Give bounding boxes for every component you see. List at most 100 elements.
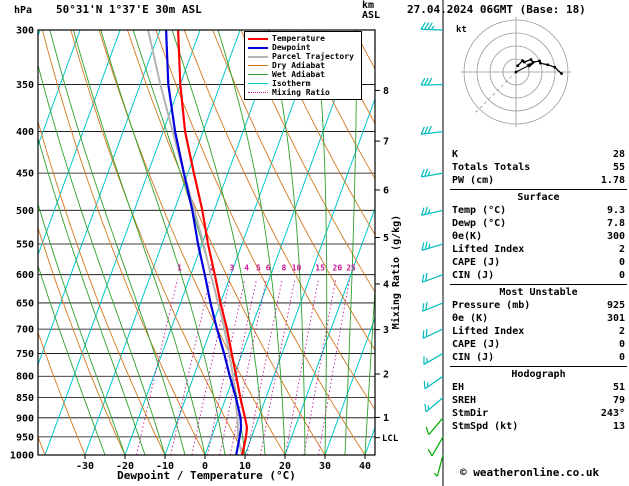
panel-row-value: 243° (600, 408, 625, 419)
isotherm-line (244, 97, 375, 455)
mixing-ratio-line (219, 279, 257, 455)
wind-barb-feather (425, 273, 428, 282)
hodograph: kt (456, 17, 571, 127)
dry-adiabat-line (240, 30, 375, 293)
pressure-tick-label: 700 (16, 325, 34, 336)
wind-barb-feather (420, 169, 425, 178)
panel-row-value: 79 (612, 395, 625, 406)
wind-barb-feather (424, 168, 429, 177)
panel-section-title: Most Unstable (499, 287, 578, 298)
temp-tick-label: 10 (239, 461, 251, 472)
dry-adiabat-line (127, 30, 326, 455)
series-dewpoint (165, 30, 243, 455)
legend-swatch (248, 55, 268, 58)
panel-row-label: SREH (452, 395, 477, 406)
wet-adiabat-line (49, 30, 186, 455)
hodograph-trace-point (522, 60, 526, 64)
isotherm-line (324, 316, 375, 455)
panel-row-value: 925 (606, 300, 625, 311)
legend-item: Mixing Ratio (248, 88, 358, 97)
temp-tick-label: -20 (116, 461, 134, 472)
pressure-unit-label: hPa (14, 5, 33, 16)
wind-barb-feather (422, 330, 425, 339)
pressure-tick-label: 900 (16, 413, 34, 424)
pressure-tick-label: 650 (16, 298, 34, 309)
wind-barb-staff (421, 172, 444, 178)
legend-item: Temperature (248, 34, 358, 43)
wind-barb-feather (427, 22, 433, 30)
wet-adiabat-line (38, 63, 166, 455)
mixing-ratio-line (170, 279, 211, 455)
hodograph-trace-point (538, 59, 541, 63)
wet-adiabat-line (38, 136, 146, 455)
mixing-ratio-line (246, 279, 283, 455)
altitude-unit-km: km (362, 0, 375, 11)
wind-barb (425, 417, 444, 436)
altitude-unit-asl: ASL (362, 10, 381, 21)
wind-barb (420, 125, 444, 135)
wind-barb (424, 397, 444, 413)
wind-barb-feather (420, 22, 426, 30)
legend-item: Dewpoint (248, 43, 358, 52)
legend-swatch (248, 74, 268, 75)
wind-barb-feather (427, 448, 433, 457)
km-tick-label: 6 (383, 185, 389, 196)
wind-barb (427, 436, 444, 457)
panel-row: θe (K) 301 (450, 312, 627, 325)
panel-row-value: 0 (618, 352, 625, 363)
legend-item: Isotherm (248, 79, 358, 88)
hodograph-trace-point (560, 72, 563, 75)
wind-barb-half-feather (427, 209, 431, 214)
wind-barb-feather (424, 77, 429, 86)
wind-barb-feather (421, 274, 425, 283)
pressure-tick-label: 450 (16, 169, 34, 180)
panel-row: K 28 (450, 148, 627, 161)
mixing-ratio-label: 6 (266, 264, 271, 273)
mixing-ratio-line (229, 279, 267, 455)
copyright: © weatheronline.co.uk (460, 466, 600, 479)
dry-adiabat-line (70, 30, 246, 455)
wind-barb (422, 301, 444, 312)
panel-row-label: Dewp (°C) (452, 218, 507, 229)
panel-row-label: Temp (°C) (452, 205, 507, 216)
panel-row: StmSpd (kt) 13 (450, 420, 627, 433)
wet-adiabat-line (171, 30, 266, 455)
wind-barb-staff (421, 209, 444, 216)
wind-barb-staff (431, 436, 444, 457)
wind-barb-feather (424, 241, 428, 250)
pressure-tick-label: 950 (16, 432, 34, 443)
panel-row-label: CIN (J) (452, 270, 495, 281)
panel-row-label: Pressure (mb) (452, 300, 531, 311)
panel-row-label: StmDir (452, 408, 489, 419)
dry-adiabat-line (38, 331, 86, 455)
wind-barb (420, 22, 444, 31)
mixing-ratio-label: 25 (346, 264, 356, 273)
series-temperature (177, 30, 249, 455)
panel-row: CAPE (J) 0 (450, 256, 627, 269)
dry-adiabat-line (297, 30, 375, 180)
wind-barb-feather (423, 380, 426, 389)
mixing-ratio-label: 1 (177, 264, 182, 273)
panel-row-label: θe (K) (452, 313, 489, 324)
panel-row-value: 55 (612, 162, 625, 173)
mixing-ratio-line (207, 279, 246, 455)
temp-tick-label: 20 (279, 461, 291, 472)
legend-label: Wet Adiabat (272, 70, 325, 79)
km-tick-label: 3 (383, 325, 389, 336)
wind-barb-half-feather (428, 243, 431, 249)
panel-row-value: 301 (606, 313, 625, 324)
panel-row-value: 2 (618, 326, 625, 337)
wind-barb-feather (421, 242, 425, 251)
legend-label: Dry Adiabat (272, 61, 325, 70)
wind-barb-half-feather (431, 25, 435, 30)
panel-row: CIN (J) 0 (450, 269, 627, 282)
panel-section-title: Surface (517, 192, 560, 203)
panel-row-value: 0 (618, 339, 625, 350)
mixing-ratio-line (285, 279, 319, 455)
wind-barb-half-feather (433, 472, 438, 477)
panel-row: CAPE (J) 0 (450, 338, 627, 351)
mixing-ratio-line (136, 279, 178, 455)
wind-barb-feather (425, 328, 428, 337)
panel-row-value: 9.3 (606, 205, 625, 216)
